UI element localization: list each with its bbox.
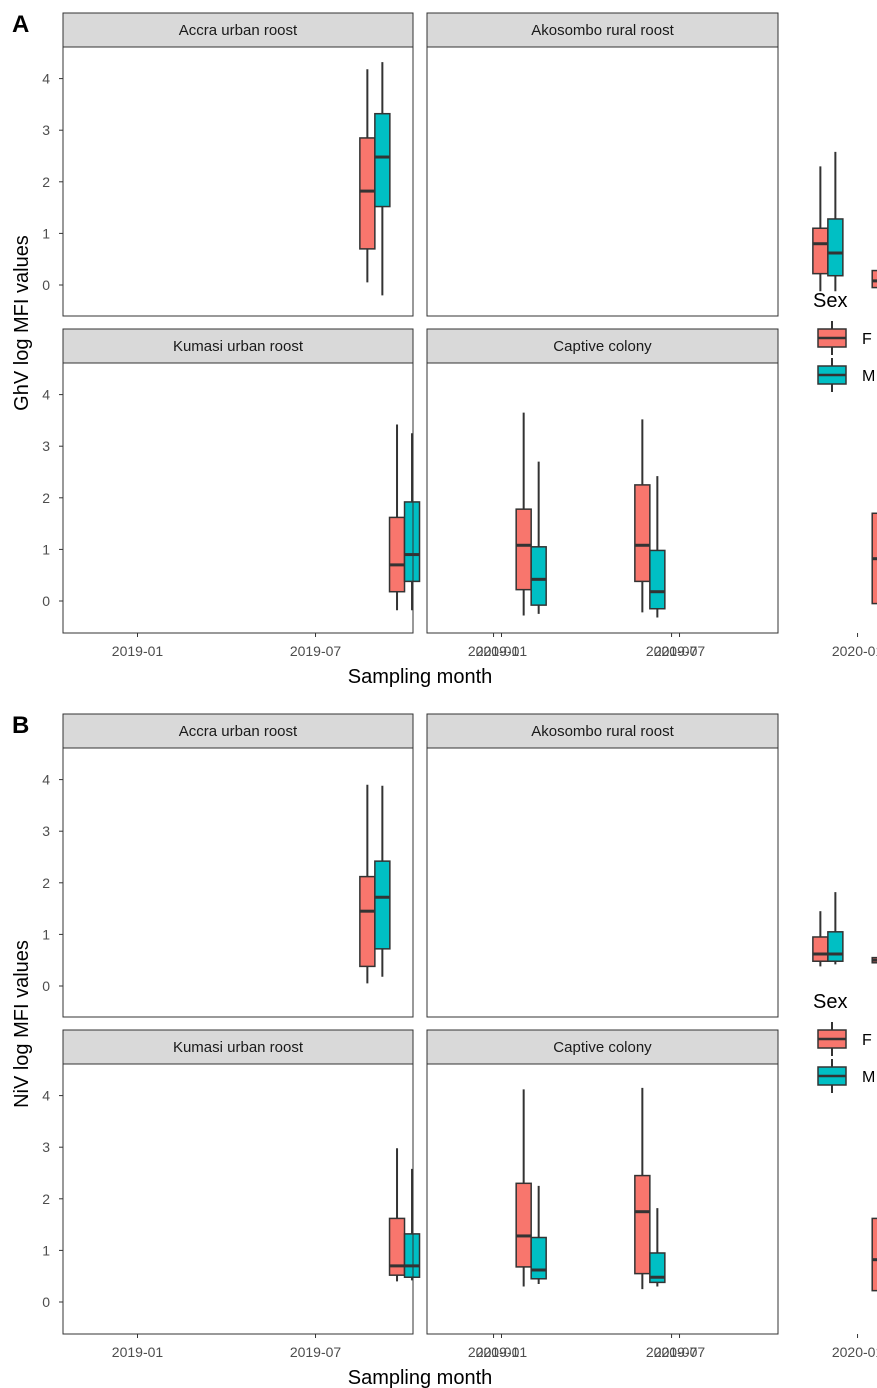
- x-tick-label-b-c0-3: 2020-07: [646, 1344, 698, 1360]
- legend-label-a-f: F: [862, 331, 872, 348]
- box-b-accra-urban-roost-2019-09-f: [359, 875, 376, 968]
- box-b-captive-colony-2019-06-f: [634, 1174, 651, 1275]
- box-a-kumasi-urban-roost-2019-10-f: [388, 516, 406, 593]
- x-axis-title-b: Sampling month: [348, 1367, 493, 1388]
- box-a-captive-colony-2019-02-f: [515, 508, 532, 591]
- facet-title-b-akosombo-rural-roost: Akosombo rural roost: [531, 723, 674, 740]
- y-tick-label-a-r0-2: 2: [42, 174, 50, 190]
- box-b-captive-colony-2019-02-f: [515, 1182, 532, 1268]
- y-tick-label-b-r0-2: 2: [42, 875, 50, 891]
- y-tick-label-a-r1-0: 0: [42, 593, 50, 609]
- panel-label-a: A: [12, 11, 29, 38]
- y-tick-label-a-r0-4: 4: [42, 71, 50, 87]
- legend-label-a-m: M: [862, 368, 875, 385]
- plot-area-b-captive-colony: [427, 1064, 778, 1334]
- facet-title-a-akosombo-rural-roost: Akosombo rural roost: [531, 22, 674, 39]
- facet-strip-a-accra-urban-roost: [62, 12, 414, 48]
- facet-title-a-kumasi-urban-roost: Kumasi urban roost: [173, 338, 304, 355]
- facet-strip-a-kumasi-urban-roost: [62, 328, 414, 364]
- x-tick-label-b-c1-0: 2019-01: [476, 1344, 528, 1360]
- y-tick-label-a-r1-2: 2: [42, 490, 50, 506]
- y-tick-label-b-r0-1: 1: [42, 926, 50, 942]
- box-b-accra-urban-roost-2019-09-m: [374, 860, 391, 950]
- legend-label-b-f: F: [862, 1032, 872, 1049]
- x-tick-label-a-c1-1: 2019-07: [654, 643, 706, 659]
- legend-title-a: Sex: [813, 290, 847, 312]
- x-tick-label-a-c0-2: 2020-01: [468, 643, 520, 659]
- y-axis-title-b: NiV log MFI values: [11, 940, 33, 1108]
- box-a-kumasi-urban-roost-2019-10-m: [403, 501, 421, 583]
- facet-title-a-captive-colony: Captive colony: [553, 338, 652, 355]
- y-tick-label-a-r0-0: 0: [42, 277, 50, 293]
- plot-area-b-accra-urban-roost: [63, 748, 413, 1017]
- facet-title-b-accra-urban-roost: Accra urban roost: [179, 723, 298, 740]
- x-tick-label-b-c1-1: 2019-07: [654, 1344, 706, 1360]
- facet-strip-a-captive-colony: [426, 328, 779, 364]
- box-b-captive-colony-2020-02-f: [871, 1217, 877, 1292]
- panel-border-b-akosombo-rural-roost: [426, 747, 779, 1018]
- box-b-kumasi-urban-roost-2019-10-m: [403, 1233, 421, 1278]
- box-b-akosombo-rural-roost-2019-12-f: [812, 936, 829, 962]
- plot-area-a-kumasi-urban-roost: [63, 363, 413, 633]
- y-tick-label-a-r1-1: 1: [42, 541, 50, 557]
- box-a-accra-urban-roost-2019-09-m: [374, 112, 391, 208]
- x-tick-label-b-c0-1: 2019-07: [290, 1344, 342, 1360]
- box-a-captive-colony-2019-02-m: [530, 546, 547, 606]
- facet-strip-b-akosombo-rural-roost: [426, 713, 779, 749]
- x-tick-label-b-c0-0: 2019-01: [112, 1344, 164, 1360]
- box-a-accra-urban-roost-2019-09-f: [359, 137, 376, 250]
- legend-label-b-m: M: [862, 1069, 875, 1086]
- facet-strip-b-kumasi-urban-roost: [62, 1029, 414, 1065]
- x-tick-label-a-c0-0: 2019-01: [112, 643, 164, 659]
- y-axis-title-a: GhV log MFI values: [11, 235, 33, 411]
- facet-title-a-accra-urban-roost: Accra urban roost: [179, 22, 298, 39]
- box-b-captive-colony-2019-02-m: [530, 1236, 547, 1280]
- x-tick-label-a-c1-0: 2019-01: [476, 643, 528, 659]
- plot-area-a-captive-colony: [427, 363, 778, 633]
- box-a-akosombo-rural-roost-2019-12-f: [812, 227, 829, 275]
- y-tick-label-b-r1-1: 1: [42, 1242, 50, 1258]
- panel-border-a-captive-colony: [426, 362, 779, 634]
- panel-border-a-akosombo-rural-roost: [426, 46, 779, 317]
- x-tick-label-b-c1-2: 2020-01: [832, 1344, 877, 1360]
- box-a-captive-colony-2019-06-f: [634, 484, 651, 583]
- y-tick-label-b-r1-2: 2: [42, 1191, 50, 1207]
- legend-title-b: Sex: [813, 991, 847, 1013]
- facet-strip-a-akosombo-rural-roost: [426, 12, 779, 48]
- box-a-akosombo-rural-roost-2019-12-m: [827, 218, 844, 277]
- plot-area-a-accra-urban-roost: [63, 47, 413, 316]
- plot-area-a-akosombo-rural-roost: [427, 47, 778, 316]
- box-b-akosombo-rural-roost-2019-12-m: [827, 931, 844, 962]
- x-tick-label-a-c0-3: 2020-07: [646, 643, 698, 659]
- plot-area-b-kumasi-urban-roost: [63, 1064, 413, 1334]
- y-tick-label-a-r0-3: 3: [42, 122, 50, 138]
- box-a-captive-colony-2019-06-m: [649, 549, 666, 610]
- box-a-akosombo-rural-roost-2020-02-f: [871, 269, 877, 289]
- x-axis-title-a: Sampling month: [348, 666, 493, 688]
- y-tick-label-b-r1-0: 0: [42, 1294, 50, 1310]
- plot-area-b-akosombo-rural-roost: [427, 748, 778, 1017]
- facet-strip-b-captive-colony: [426, 1029, 779, 1065]
- y-tick-label-b-r1-3: 3: [42, 1139, 50, 1155]
- y-tick-label-a-r0-1: 1: [42, 225, 50, 241]
- y-tick-label-b-r1-4: 4: [42, 1088, 50, 1104]
- facet-title-b-captive-colony: Captive colony: [553, 1039, 652, 1056]
- panel-border-b-captive-colony: [426, 1063, 779, 1335]
- facet-title-b-kumasi-urban-roost: Kumasi urban roost: [173, 1039, 304, 1056]
- y-tick-label-b-r0-0: 0: [42, 978, 50, 994]
- y-tick-label-b-r0-4: 4: [42, 772, 50, 788]
- y-tick-label-b-r0-3: 3: [42, 823, 50, 839]
- x-tick-label-a-c1-2: 2020-01: [832, 643, 877, 659]
- x-tick-label-b-c0-2: 2020-01: [468, 1344, 520, 1360]
- box-b-captive-colony-2019-06-m: [649, 1252, 666, 1284]
- panel-label-b: B: [12, 712, 29, 739]
- y-tick-label-a-r1-3: 3: [42, 438, 50, 454]
- x-tick-label-a-c0-1: 2019-07: [290, 643, 342, 659]
- y-tick-label-a-r1-4: 4: [42, 387, 50, 403]
